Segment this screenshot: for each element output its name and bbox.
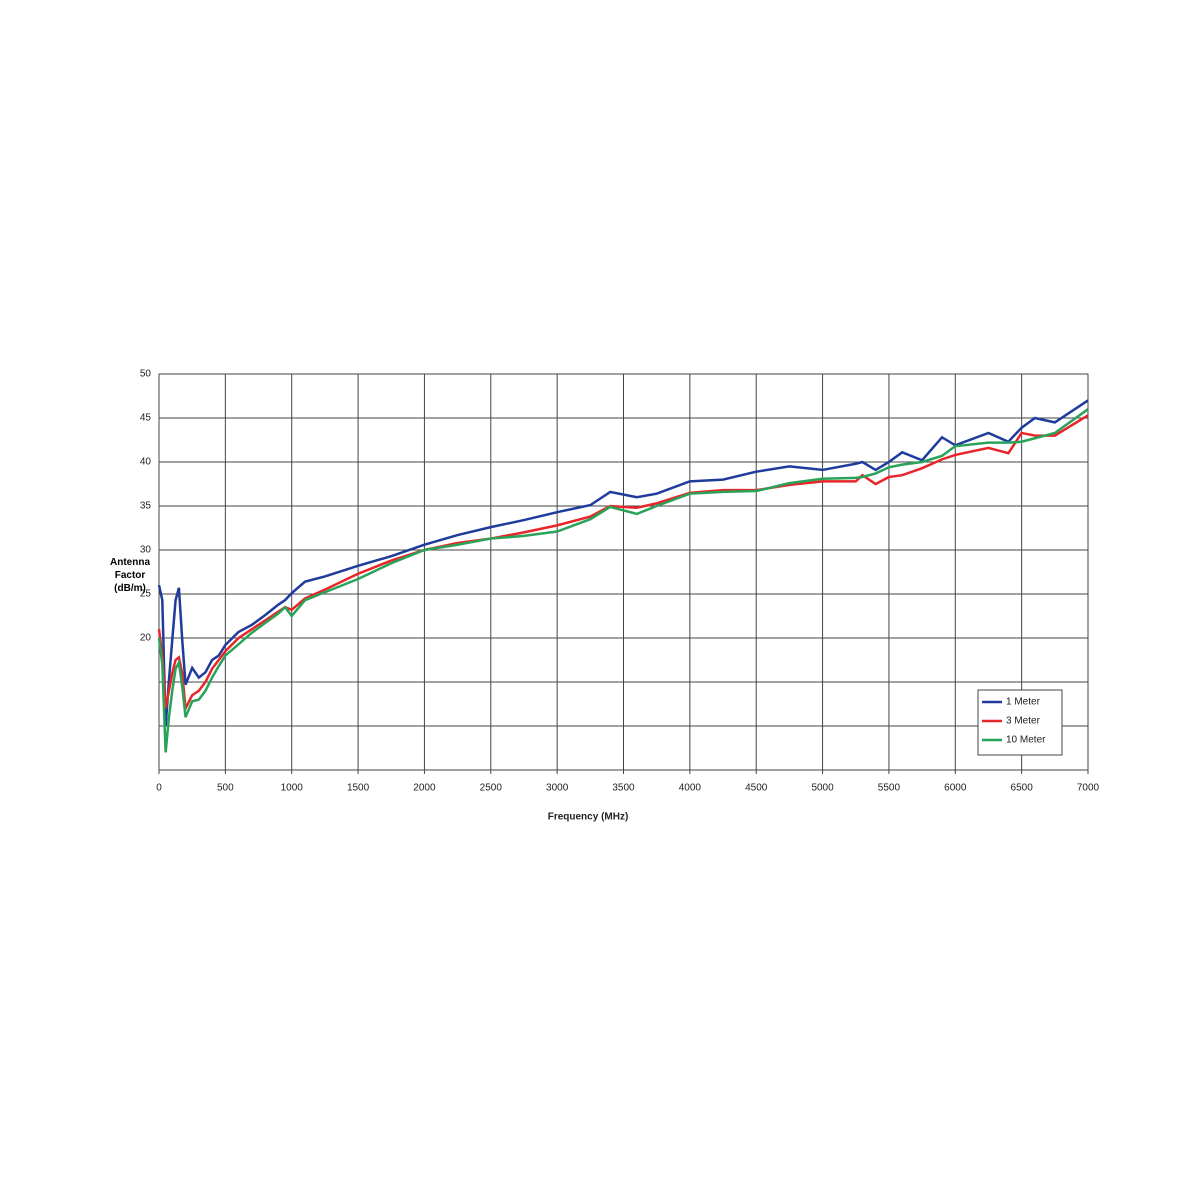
legend-label: 1 Meter xyxy=(1006,697,1041,708)
x-tick-label: 3500 xyxy=(612,783,635,794)
data-line xyxy=(157,414,1089,713)
x-tick-label: 4000 xyxy=(679,783,702,794)
x-tick-label: 2500 xyxy=(480,783,503,794)
data-line xyxy=(157,408,1089,753)
y-tick-label: 35 xyxy=(140,501,152,512)
x-axis-title: Frequency (MHz) xyxy=(548,812,629,823)
y-axis-title: Antenna Factor (dB/m) xyxy=(110,557,150,594)
x-tick-label: 3000 xyxy=(546,783,569,794)
x-tick-label: 1500 xyxy=(347,783,370,794)
x-tick-label: 1000 xyxy=(281,783,304,794)
legend-label: 10 Meter xyxy=(1006,735,1046,746)
x-tick-label: 500 xyxy=(217,783,234,794)
legend-label: 3 Meter xyxy=(1006,716,1041,727)
y-tick-label: 40 xyxy=(140,457,152,468)
x-tick-label: 6500 xyxy=(1011,783,1034,794)
x-tick-label: 0 xyxy=(156,783,162,794)
y-tick-label: 25 xyxy=(140,589,152,600)
y-tick-label: 45 xyxy=(140,413,152,424)
y-tick-label: 20 xyxy=(140,633,152,644)
data-line xyxy=(157,399,1089,727)
x-tick-label: 2000 xyxy=(413,783,436,794)
x-tick-label: 5000 xyxy=(811,783,834,794)
x-tick-label: 6000 xyxy=(944,783,967,794)
x-tick-label: 5500 xyxy=(878,783,901,794)
y-tick-label: 50 xyxy=(140,369,152,380)
y-tick-label: 30 xyxy=(140,545,152,556)
x-tick-label: 4500 xyxy=(745,783,768,794)
x-tick-label: 7000 xyxy=(1077,783,1100,794)
